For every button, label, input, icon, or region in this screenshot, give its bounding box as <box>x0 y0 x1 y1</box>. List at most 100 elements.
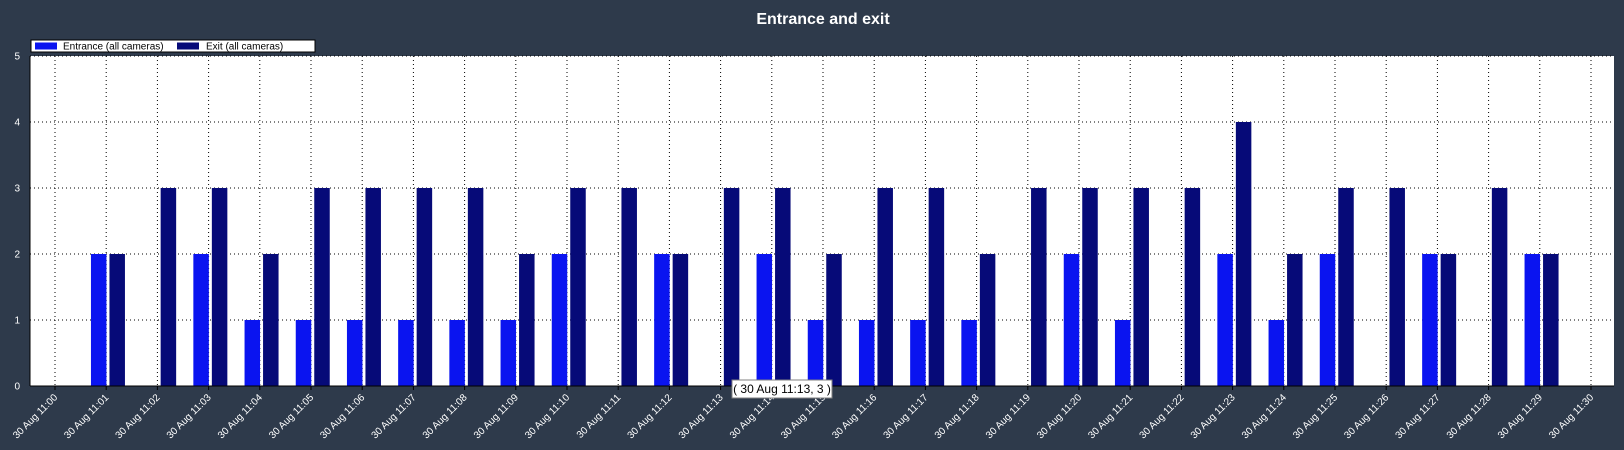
bar-exit <box>1440 254 1457 386</box>
bar-entrance <box>551 254 568 386</box>
x-tick-label: 30 Aug 11:22 <box>1138 392 1187 441</box>
x-tick-label: 30 Aug 11:12 <box>626 392 675 441</box>
legend: Entrance (all cameras) Exit (all cameras… <box>30 39 316 53</box>
bar-exit <box>416 188 433 386</box>
bar-exit <box>467 188 484 386</box>
bar-exit <box>1287 254 1303 386</box>
bar-exit <box>877 188 893 386</box>
bars <box>90 122 1559 386</box>
tooltip-box <box>731 379 833 399</box>
y-tick-label: 0 <box>14 382 20 393</box>
bar-exit <box>109 254 125 386</box>
y-axis: 0 1 2 3 4 5 <box>14 52 31 393</box>
x-tick-label: 30 Aug 11:04 <box>216 392 265 441</box>
bar-exit <box>1338 188 1354 386</box>
x-tick-label: 30 Aug 11:29 <box>1496 392 1545 441</box>
bar-entrance <box>756 254 773 386</box>
x-tick-label: 30 Aug 11:18 <box>933 392 982 441</box>
x-tick-label: 30 Aug 11:06 <box>318 392 367 441</box>
legend-box <box>30 39 316 53</box>
bar-exit <box>365 188 381 386</box>
y-tick-label: 5 <box>14 52 20 63</box>
y-tick-label: 3 <box>14 184 20 195</box>
x-tick-label: 30 Aug 11:14 <box>728 392 777 441</box>
bar-exit <box>1389 188 1405 386</box>
bar-entrance <box>858 320 875 386</box>
x-tick-label: 30 Aug 11:19 <box>984 392 1033 441</box>
bar-exit <box>263 254 279 386</box>
x-tick-label: 30 Aug 11:20 <box>1035 392 1084 441</box>
x-tick-label: 30 Aug 11:28 <box>1445 392 1494 441</box>
bar-exit <box>621 188 637 386</box>
bar-entrance <box>295 320 312 386</box>
bar-entrance <box>654 254 670 386</box>
bar-exit <box>211 188 228 386</box>
x-tick-label: 30 Aug 11:15 <box>779 392 828 441</box>
bar-exit <box>1184 188 1201 386</box>
bar-entrance <box>90 254 107 386</box>
x-tick-label: 30 Aug 11:17 <box>882 392 931 441</box>
x-tick-label: 30 Aug 11:23 <box>1189 392 1238 441</box>
x-tick-label: 30 Aug 11:13 <box>677 392 726 441</box>
bar-exit <box>826 254 842 386</box>
bar-entrance <box>910 320 926 386</box>
bar-entrance <box>1524 254 1541 386</box>
bar-entrance <box>807 320 824 386</box>
x-tick-label: 30 Aug 11:10 <box>523 392 572 441</box>
y-tick-label: 1 <box>14 316 20 327</box>
x-tick-label: 30 Aug 11:03 <box>165 392 214 441</box>
bar-exit <box>1133 188 1149 386</box>
y-tick-label: 4 <box>14 118 20 129</box>
x-tick-label: 30 Aug 11:24 <box>1240 392 1289 441</box>
bar-entrance <box>1114 320 1131 386</box>
bar-exit <box>979 254 996 386</box>
bar-entrance <box>1063 254 1080 386</box>
bar-entrance <box>500 320 517 386</box>
x-tick-label: 30 Aug 11:00 <box>11 392 60 441</box>
x-tick-label: 30 Aug 11:07 <box>370 392 419 441</box>
x-tick-label: 30 Aug 11:01 <box>62 392 111 441</box>
legend-label-entrance: Entrance (all cameras) <box>63 42 164 53</box>
legend-label-exit: Exit (all cameras) <box>206 42 283 53</box>
bar-exit <box>314 188 330 386</box>
bar-exit <box>570 188 586 386</box>
x-tick-label: 30 Aug 11:21 <box>1086 392 1135 441</box>
bar-exit <box>775 188 791 386</box>
bar-exit <box>723 188 740 386</box>
legend-swatch-exit <box>177 42 199 50</box>
x-tick-label: 30 Aug 11:25 <box>1291 392 1340 441</box>
bar-entrance <box>346 320 363 386</box>
bar-entrance <box>1217 254 1233 386</box>
bar-entrance <box>1422 254 1438 386</box>
bar-entrance <box>1319 254 1336 386</box>
x-tick-label: 30 Aug 11:27 <box>1394 392 1443 441</box>
bar-exit <box>160 188 177 386</box>
bar-entrance <box>961 320 977 386</box>
x-tick-label: 30 Aug 11:26 <box>1342 392 1391 441</box>
bar-exit <box>1082 188 1098 386</box>
bar-entrance <box>1268 320 1285 386</box>
bar-exit <box>672 254 689 386</box>
bar-entrance <box>398 320 414 386</box>
bar-exit <box>1031 188 1047 386</box>
chart-title: Entrance and exit <box>756 11 890 28</box>
bar-exit <box>519 254 535 386</box>
x-tick-label: 30 Aug 11:11 <box>575 392 624 441</box>
bar-exit <box>1543 254 1559 386</box>
x-tick-label: 30 Aug 11:30 <box>1547 392 1596 441</box>
x-tick-label: 30 Aug 11:16 <box>830 392 879 441</box>
x-tick-label: 30 Aug 11:02 <box>114 392 163 441</box>
bar-exit <box>928 188 945 386</box>
x-tick-label: 30 Aug 11:05 <box>267 392 316 441</box>
y-tick-label: 2 <box>14 250 20 261</box>
bar-exit <box>1491 188 1508 386</box>
x-tick-label: 30 Aug 11:08 <box>421 392 470 441</box>
bar-entrance <box>193 254 209 386</box>
legend-swatch-entrance <box>35 42 57 50</box>
bar-exit <box>1235 122 1252 386</box>
bar-entrance <box>244 320 261 386</box>
tooltip-label: ( 30 Aug 11:13, 3 ) <box>733 382 831 396</box>
hover-tooltip: ( 30 Aug 11:13, 3 ) <box>731 379 833 399</box>
x-tick-label: 30 Aug 11:09 <box>472 392 521 441</box>
bar-entrance <box>449 320 465 386</box>
